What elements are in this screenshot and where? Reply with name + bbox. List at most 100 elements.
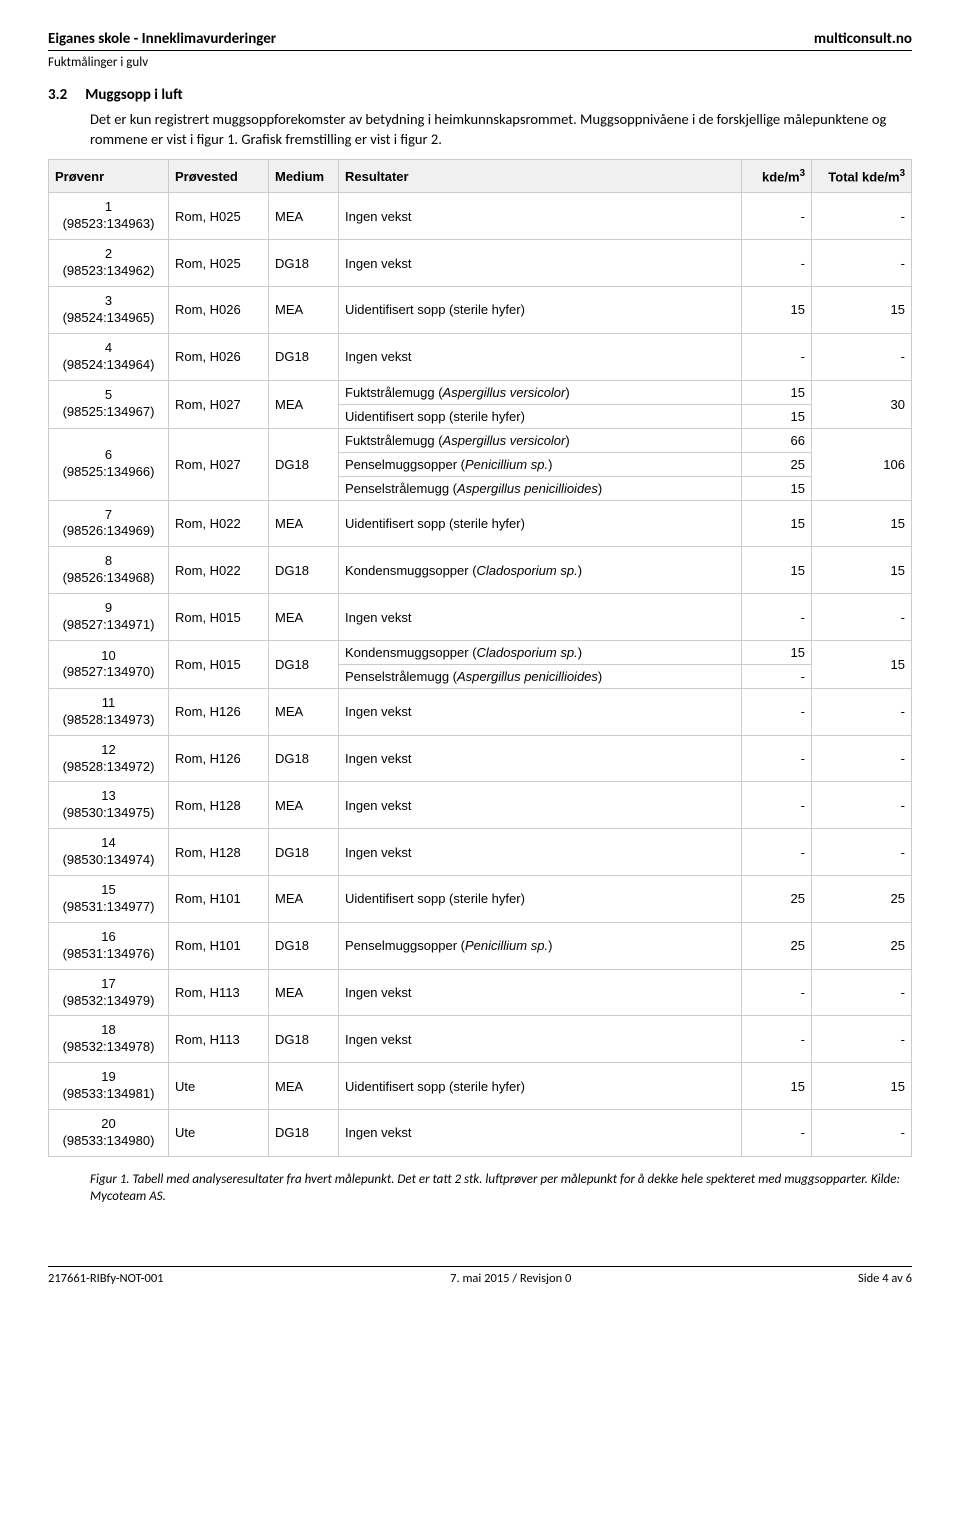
cell-provested: Rom, H015 — [169, 640, 269, 688]
cell-medium: DG18 — [269, 922, 339, 969]
cell-provested: Ute — [169, 1063, 269, 1110]
cell-resultater: Uidentifisert sopp (sterile hyfer) — [339, 876, 742, 923]
cell-total: - — [812, 193, 912, 240]
cell-kde: - — [742, 193, 812, 240]
table-row: 2(98523:134962)Rom, H025DG18Ingen vekst-… — [49, 240, 912, 287]
col-medium: Medium — [269, 160, 339, 193]
page-header: Eiganes skole - Inneklimavurderinger mul… — [48, 30, 912, 51]
cell-total: 15 — [812, 547, 912, 594]
cell-resultater: Ingen vekst — [339, 193, 742, 240]
cell-kde: - — [742, 1109, 812, 1156]
page-footer: 217661-RIBfy-NOT-001 7. mai 2015 / Revis… — [48, 1266, 912, 1286]
cell-provested: Rom, H126 — [169, 735, 269, 782]
table-row: 17(98532:134979)Rom, H113MEAIngen vekst-… — [49, 969, 912, 1016]
cell-total: - — [812, 1016, 912, 1063]
table-row: 3(98524:134965)Rom, H026MEAUidentifisert… — [49, 287, 912, 334]
cell-provenr: 11(98528:134973) — [49, 688, 169, 735]
cell-kde: - — [742, 333, 812, 380]
table-row: 19(98533:134981)UteMEAUidentifisert sopp… — [49, 1063, 912, 1110]
footer-center: 7. mai 2015 / Revisjon 0 — [450, 1271, 571, 1286]
cell-provested: Rom, H128 — [169, 829, 269, 876]
cell-resultater: Kondensmuggsopper (Cladosporium sp.) — [339, 547, 742, 594]
cell-provested: Rom, H025 — [169, 193, 269, 240]
section-number: 3.2 — [48, 86, 67, 104]
cell-provested: Rom, H022 — [169, 500, 269, 547]
table-row: 20(98533:134980)UteDG18Ingen vekst-- — [49, 1109, 912, 1156]
cell-medium: MEA — [269, 380, 339, 428]
section-title-text: Muggsopp i luft — [85, 86, 182, 104]
cell-provested: Rom, H022 — [169, 547, 269, 594]
cell-provenr: 5(98525:134967) — [49, 380, 169, 428]
table-row: 12(98528:134972)Rom, H126DG18Ingen vekst… — [49, 735, 912, 782]
cell-provenr: 14(98530:134974) — [49, 829, 169, 876]
cell-kde: - — [742, 688, 812, 735]
cell-medium: MEA — [269, 688, 339, 735]
cell-provested: Ute — [169, 1109, 269, 1156]
cell-medium: MEA — [269, 876, 339, 923]
table-row: 8(98526:134968)Rom, H022DG18Kondensmuggs… — [49, 547, 912, 594]
document-subtitle: Fuktmålinger i gulv — [48, 55, 912, 70]
cell-medium: DG18 — [269, 1016, 339, 1063]
cell-total: 15 — [812, 287, 912, 334]
cell-provested: Rom, H126 — [169, 688, 269, 735]
cell-medium: MEA — [269, 594, 339, 641]
cell-resultater: Penselmuggsopper (Penicillium sp.) — [339, 922, 742, 969]
cell-provested: Rom, H101 — [169, 876, 269, 923]
figure-caption: Figur 1. Tabell med analyseresultater fr… — [90, 1171, 912, 1206]
cell-kde: - — [742, 735, 812, 782]
cell-total: 15 — [812, 500, 912, 547]
cell-resultater: Ingen vekst — [339, 240, 742, 287]
col-total: Total kde/m3 — [812, 160, 912, 193]
cell-medium: MEA — [269, 193, 339, 240]
cell-total: - — [812, 240, 912, 287]
col-resultater: Resultater — [339, 160, 742, 193]
col-provested: Prøvested — [169, 160, 269, 193]
cell-provested: Rom, H027 — [169, 380, 269, 428]
section-paragraph: Det er kun registrert muggsoppforekomste… — [90, 110, 912, 149]
cell-provenr: 17(98532:134979) — [49, 969, 169, 1016]
cell-provested: Rom, H026 — [169, 333, 269, 380]
cell-total: - — [812, 829, 912, 876]
table-row: 14(98530:134974)Rom, H128DG18Ingen vekst… — [49, 829, 912, 876]
cell-total: - — [812, 1109, 912, 1156]
cell-provenr: 15(98531:134977) — [49, 876, 169, 923]
cell-kde: - — [742, 240, 812, 287]
cell-resultater: Ingen vekst — [339, 829, 742, 876]
cell-total: - — [812, 333, 912, 380]
col-provenr: Prøvenr — [49, 160, 169, 193]
cell-provenr: 2(98523:134962) — [49, 240, 169, 287]
cell-resultater: Uidentifisert sopp (sterile hyfer) — [339, 287, 742, 334]
table-row: 6(98525:134966)Rom, H027DG18Fuktstrålemu… — [49, 428, 912, 500]
cell-kde: - — [742, 829, 812, 876]
table-row: 5(98525:134967)Rom, H027MEAFuktstrålemug… — [49, 380, 912, 428]
cell-kde: - — [742, 1016, 812, 1063]
cell-resultater: Ingen vekst — [339, 782, 742, 829]
cell-total: 15 — [812, 1063, 912, 1110]
section-heading: 3.2 Muggsopp i luft — [48, 86, 912, 104]
table-row: 18(98532:134978)Rom, H113DG18Ingen vekst… — [49, 1016, 912, 1063]
cell-total: 30 — [812, 380, 912, 428]
cell-total: - — [812, 735, 912, 782]
cell-resultater: Ingen vekst — [339, 333, 742, 380]
cell-provenr: 7(98526:134969) — [49, 500, 169, 547]
cell-total: 15 — [812, 640, 912, 688]
cell-total: 25 — [812, 876, 912, 923]
cell-medium: MEA — [269, 500, 339, 547]
cell-resultater: Kondensmuggsopper (Cladosporium sp.)Pens… — [339, 640, 742, 688]
cell-resultater: Ingen vekst — [339, 688, 742, 735]
cell-medium: DG18 — [269, 428, 339, 500]
table-header-row: Prøvenr Prøvested Medium Resultater kde/… — [49, 160, 912, 193]
cell-resultater: Uidentifisert sopp (sterile hyfer) — [339, 500, 742, 547]
cell-medium: DG18 — [269, 333, 339, 380]
cell-provested: Rom, H025 — [169, 240, 269, 287]
table-body: 1(98523:134963)Rom, H025MEAIngen vekst--… — [49, 193, 912, 1156]
cell-provenr: 12(98528:134972) — [49, 735, 169, 782]
cell-provenr: 19(98533:134981) — [49, 1063, 169, 1110]
cell-resultater: Fuktstrålemugg (Aspergillus versicolor)U… — [339, 380, 742, 428]
cell-provenr: 18(98532:134978) — [49, 1016, 169, 1063]
cell-provenr: 20(98533:134980) — [49, 1109, 169, 1156]
cell-kde: 15 — [742, 287, 812, 334]
cell-resultater: Ingen vekst — [339, 594, 742, 641]
cell-medium: MEA — [269, 782, 339, 829]
cell-provested: Rom, H015 — [169, 594, 269, 641]
